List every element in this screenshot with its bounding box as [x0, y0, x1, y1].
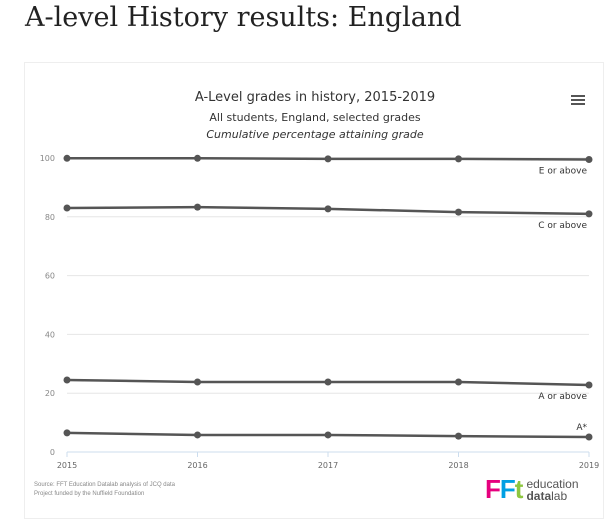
fft-education-datalab-logo: FFt education datalab — [485, 474, 579, 505]
chart-title: A-Level grades in history, 2015-2019 — [195, 90, 435, 105]
y-tick-label: 80 — [45, 213, 55, 222]
data-point — [324, 431, 332, 439]
chart-subtitle: All students, England, selected grades — [209, 111, 420, 124]
y-tick-label: 40 — [45, 330, 55, 339]
data-point — [455, 378, 462, 386]
data-point — [194, 431, 201, 439]
chart-subtitle-2: Cumulative percentage attaining grade — [206, 128, 424, 141]
x-tick-label: 2015 — [57, 461, 77, 470]
data-point — [324, 155, 332, 163]
series-label: E or above — [539, 166, 588, 176]
logo-word-lab: lab — [551, 488, 568, 503]
hamburger-menu-icon[interactable] — [571, 93, 585, 107]
data-point — [63, 376, 71, 384]
data-point — [455, 432, 462, 440]
data-point — [585, 210, 593, 218]
chart-panel: A-Level grades in history, 2015-2019 All… — [24, 62, 604, 519]
logo-word-data: data — [526, 488, 552, 503]
data-point — [63, 429, 71, 437]
page-heading: A-level History results: England — [25, 2, 462, 33]
data-point — [585, 381, 593, 389]
y-tick-label: 20 — [45, 389, 55, 398]
data-point — [455, 208, 462, 216]
x-tick-label: 2019 — [579, 461, 599, 470]
data-point — [63, 204, 71, 212]
logo-words: education datalab — [526, 478, 578, 502]
y-tick-label: 60 — [45, 272, 55, 281]
data-point — [194, 154, 201, 162]
data-point — [63, 154, 71, 162]
x-tick-label: 2016 — [187, 461, 207, 470]
logo-mark: FFt — [485, 474, 523, 504]
data-point — [324, 205, 332, 213]
data-point — [585, 155, 593, 163]
y-tick-label: 100 — [40, 154, 55, 163]
series-label: A or above — [538, 392, 587, 402]
funding-line: Project funded by the Nuffield Foundatio… — [34, 491, 145, 497]
series-label: C or above — [538, 221, 587, 231]
data-point — [194, 203, 201, 211]
source-line: Source: FFT Education Datalab analysis o… — [34, 482, 175, 488]
source-note: Source: FFT Education Datalab analysis o… — [34, 481, 175, 499]
x-tick-label: 2017 — [318, 461, 338, 470]
data-point — [455, 155, 462, 163]
series-label: A* — [576, 423, 587, 433]
data-point — [194, 378, 201, 386]
logo-word-education: education — [526, 476, 579, 491]
x-tick-label: 2018 — [448, 461, 468, 470]
line-chart: A-Level grades in history, 2015-2019 All… — [40, 90, 599, 470]
data-point — [585, 433, 593, 441]
y-tick-label: 0 — [50, 448, 55, 457]
data-point — [324, 378, 332, 386]
